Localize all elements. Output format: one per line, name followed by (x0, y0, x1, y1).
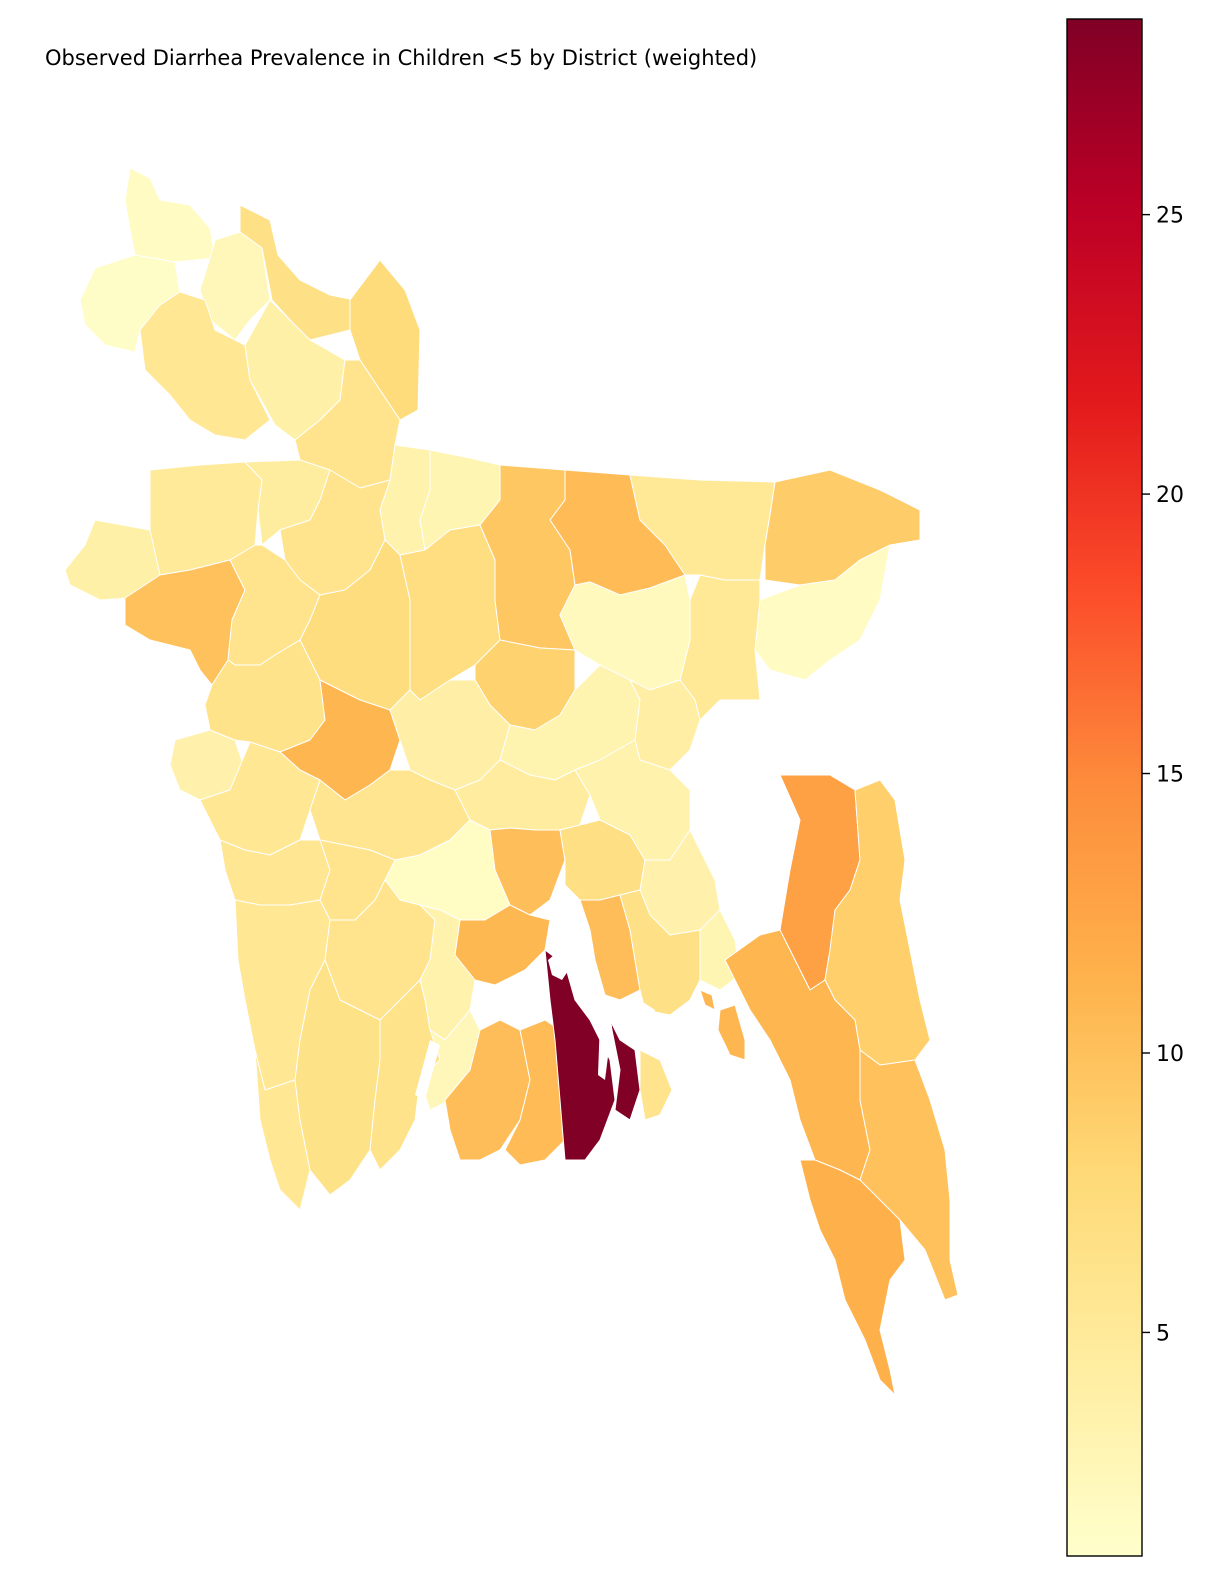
district-region (579, 894, 641, 1001)
river-channel (548, 950, 572, 980)
colorbar-tick-label: 15 (1156, 763, 1184, 788)
river-channel (638, 1000, 655, 1040)
colorbar-ticks: 5 10 15 20 25 (1142, 204, 1184, 1346)
district-region (859, 1049, 959, 1301)
colorbar-tick-label: 20 (1156, 483, 1184, 508)
district-region (619, 889, 701, 1016)
district-region (799, 1159, 906, 1396)
district-region (754, 544, 891, 681)
river-channel (598, 1020, 612, 1080)
colorbar-gradient (1067, 19, 1142, 1556)
district-region (489, 827, 566, 916)
district-region (717, 1004, 746, 1061)
district-region (139, 291, 271, 441)
district-regions (64, 167, 959, 1396)
district-region (629, 679, 701, 771)
river-cuts (415, 950, 655, 1100)
district-region (609, 1019, 641, 1121)
colorbar-outline (1066, 18, 1143, 1557)
map-title: Observed Diarrhea Prevalence in Children… (45, 46, 758, 70)
district-region (64, 519, 161, 601)
colorbar-tick-label: 10 (1156, 1042, 1184, 1067)
district-region (544, 949, 616, 1161)
colorbar-tick-label: 25 (1156, 204, 1184, 229)
district-region (699, 989, 716, 1011)
colorbar-tick-label: 5 (1156, 1321, 1170, 1346)
district-region (349, 259, 421, 421)
district-region (639, 1049, 673, 1121)
river-channel (415, 1040, 440, 1100)
